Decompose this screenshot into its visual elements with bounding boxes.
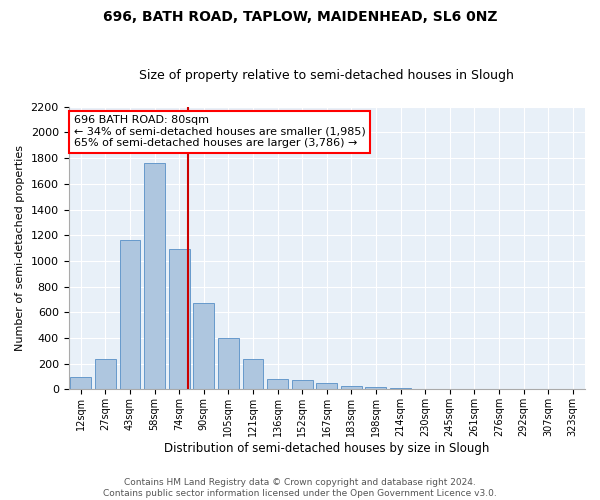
Bar bbox=[119, 240, 140, 390]
Title: Size of property relative to semi-detached houses in Slough: Size of property relative to semi-detach… bbox=[139, 69, 514, 82]
Y-axis label: Number of semi-detached properties: Number of semi-detached properties bbox=[15, 145, 25, 351]
Bar bbox=[341, 386, 362, 390]
Bar bbox=[193, 304, 214, 390]
Text: Contains HM Land Registry data © Crown copyright and database right 2024.
Contai: Contains HM Land Registry data © Crown c… bbox=[103, 478, 497, 498]
Text: 696, BATH ROAD, TAPLOW, MAIDENHEAD, SL6 0NZ: 696, BATH ROAD, TAPLOW, MAIDENHEAD, SL6 … bbox=[103, 10, 497, 24]
Bar bbox=[365, 387, 386, 390]
Bar bbox=[70, 377, 91, 390]
Bar bbox=[390, 388, 411, 390]
Bar bbox=[218, 338, 239, 390]
Bar bbox=[95, 358, 116, 390]
X-axis label: Distribution of semi-detached houses by size in Slough: Distribution of semi-detached houses by … bbox=[164, 442, 490, 455]
Bar bbox=[267, 378, 288, 390]
Bar bbox=[169, 250, 190, 390]
Bar bbox=[292, 380, 313, 390]
Bar bbox=[144, 164, 165, 390]
Bar bbox=[242, 359, 263, 390]
Text: 696 BATH ROAD: 80sqm
← 34% of semi-detached houses are smaller (1,985)
65% of se: 696 BATH ROAD: 80sqm ← 34% of semi-detac… bbox=[74, 116, 365, 148]
Bar bbox=[316, 383, 337, 390]
